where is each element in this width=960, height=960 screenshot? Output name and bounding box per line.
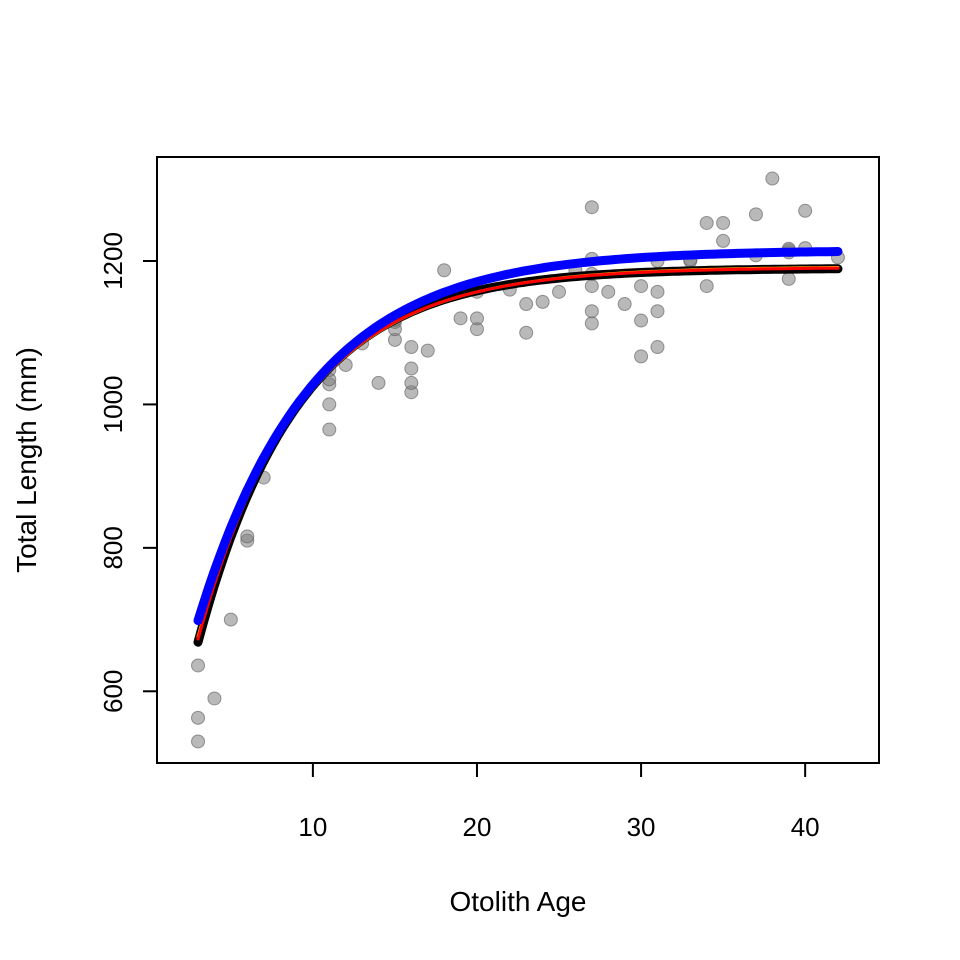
data-point: [650, 304, 665, 319]
data-point: [699, 279, 714, 294]
data-point: [716, 233, 731, 248]
x-tick-label: 30: [627, 812, 656, 842]
data-point: [420, 343, 435, 358]
data-point: [617, 297, 632, 312]
data-points: [191, 171, 845, 749]
y-tick-label: 600: [98, 670, 128, 713]
data-point: [223, 612, 238, 627]
data-point: [191, 734, 206, 749]
data-point: [404, 340, 419, 355]
fit-curve: [193, 264, 843, 647]
data-point: [699, 215, 714, 230]
data-point: [765, 171, 780, 186]
fit-curve: [193, 247, 843, 626]
y-tick-label: 1000: [98, 375, 128, 433]
data-point: [404, 375, 419, 390]
x-tick-label: 20: [463, 812, 492, 842]
data-point: [322, 397, 337, 412]
data-point: [798, 203, 813, 218]
y-tick-label: 800: [98, 526, 128, 569]
fitted-curves: [193, 247, 843, 647]
data-point: [322, 422, 337, 437]
data-point: [404, 361, 419, 376]
data-point: [634, 279, 649, 294]
data-point: [584, 279, 599, 294]
data-point: [371, 375, 386, 390]
data-point: [519, 297, 534, 312]
fit-curve: [196, 266, 840, 641]
fit-curve: [196, 266, 840, 639]
data-point: [469, 311, 484, 326]
data-point: [552, 284, 567, 299]
x-axis: 10 20 30 40: [298, 762, 820, 842]
x-tick-label: 40: [791, 812, 820, 842]
data-point: [584, 316, 599, 331]
data-point: [650, 284, 665, 299]
data-point: [191, 658, 206, 673]
data-point: [519, 325, 534, 340]
data-point: [535, 294, 550, 309]
data-point: [453, 311, 468, 326]
data-point: [584, 304, 599, 319]
data-point: [437, 263, 452, 278]
data-point: [716, 215, 731, 230]
data-point: [634, 349, 649, 364]
data-point: [634, 313, 649, 328]
data-point: [191, 710, 206, 725]
data-point: [601, 284, 616, 299]
y-axis: 600 800 1000 1200: [98, 232, 158, 713]
data-point: [240, 529, 255, 544]
data-point: [781, 271, 796, 286]
data-point: [207, 691, 222, 706]
y-axis-title: Total Length (mm): [11, 347, 42, 573]
x-tick-label: 10: [298, 812, 327, 842]
data-point: [748, 207, 763, 222]
y-tick-label: 1200: [98, 232, 128, 290]
x-axis-title: Otolith Age: [450, 886, 587, 917]
data-point: [650, 340, 665, 355]
data-point: [584, 200, 599, 215]
